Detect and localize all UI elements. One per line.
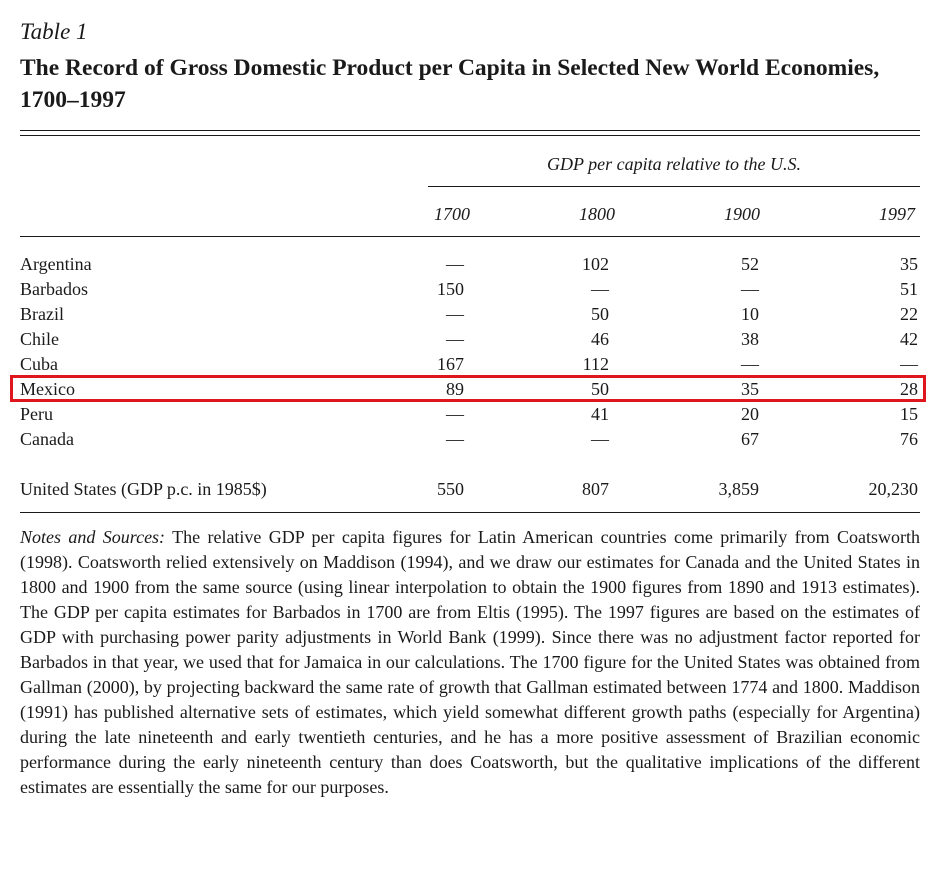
column-header-1900: 1900 [724, 204, 760, 224]
cell-1900: 3,859 [718, 479, 760, 499]
cell-1900: — [741, 354, 759, 374]
span-header-rule [428, 186, 920, 187]
cell-1700: 150 [437, 279, 464, 299]
cell-1900: 52 [741, 254, 759, 274]
table-row: Peru — 41 20 15 [0, 402, 946, 427]
table-title: The Record of Gross Domestic Product per… [20, 55, 880, 113]
notes-lead: Notes and Sources: [20, 527, 166, 547]
row-name: Chile [20, 329, 59, 349]
table-row-highlighted: Mexico 89 50 35 28 [0, 377, 946, 402]
notes-paragraph: Notes and Sources: The relative GDP per … [20, 525, 920, 800]
bottom-rule [20, 512, 920, 513]
table-row: Chile — 46 38 42 [0, 327, 946, 352]
row-name: Argentina [20, 254, 92, 274]
cell-1997: 20,230 [868, 479, 919, 499]
row-name: Mexico [20, 379, 75, 399]
cell-1800: 46 [591, 329, 609, 349]
cell-1997: 76 [900, 429, 918, 449]
cell-1700: 550 [437, 479, 464, 499]
cell-1997: 22 [900, 304, 918, 324]
cell-1700: — [446, 329, 464, 349]
cell-1997: 28 [900, 379, 918, 399]
cell-1800: 112 [582, 354, 609, 374]
cell-1800: — [591, 429, 609, 449]
column-header-1800: 1800 [579, 204, 615, 224]
top-rule [20, 130, 920, 131]
cell-1800: 41 [591, 404, 609, 424]
cell-1900: 38 [741, 329, 759, 349]
row-name: Canada [20, 429, 74, 449]
table-row: Canada — — 67 76 [0, 427, 946, 452]
row-name: Cuba [20, 354, 58, 374]
cell-1700: — [446, 429, 464, 449]
cell-1800: 50 [591, 379, 609, 399]
table-row: Argentina — 102 52 35 [0, 252, 946, 277]
cell-1800: 50 [591, 304, 609, 324]
row-name: United States (GDP p.c. in 1985$) [20, 479, 267, 499]
cell-1900: 35 [741, 379, 759, 399]
cell-1997: — [900, 354, 918, 374]
cell-1800: 807 [582, 479, 609, 499]
notes-body: The relative GDP per capita figures for … [20, 527, 920, 797]
column-header-1997: 1997 [879, 204, 915, 224]
table-row: Cuba 167 112 — — [0, 352, 946, 377]
table-row-us: United States (GDP p.c. in 1985$) 550 80… [0, 477, 946, 502]
cell-1900: 67 [741, 429, 759, 449]
cell-1700: 167 [437, 354, 464, 374]
cell-1800: 102 [582, 254, 609, 274]
cell-1700: — [446, 404, 464, 424]
top-rule-double [20, 135, 920, 136]
cell-1900: — [741, 279, 759, 299]
cell-1997: 42 [900, 329, 918, 349]
column-header-1700: 1700 [434, 204, 470, 224]
cell-1900: 10 [741, 304, 759, 324]
cell-1900: 20 [741, 404, 759, 424]
cell-1700: — [446, 254, 464, 274]
row-name: Barbados [20, 279, 88, 299]
cell-1997: 35 [900, 254, 918, 274]
cell-1800: — [591, 279, 609, 299]
row-name: Peru [20, 404, 53, 424]
cell-1997: 15 [900, 404, 918, 424]
span-header: GDP per capita relative to the U.S. [547, 154, 801, 174]
cell-1700: — [446, 304, 464, 324]
cell-1700: 89 [446, 379, 464, 399]
table-row: Brazil — 50 10 22 [0, 302, 946, 327]
row-highlight-box [10, 375, 926, 402]
header-rule [20, 236, 920, 237]
table-row: Barbados 150 — — 51 [0, 277, 946, 302]
row-name: Brazil [20, 304, 64, 324]
cell-1997: 51 [900, 279, 918, 299]
table-label: Table 1 [20, 19, 88, 44]
